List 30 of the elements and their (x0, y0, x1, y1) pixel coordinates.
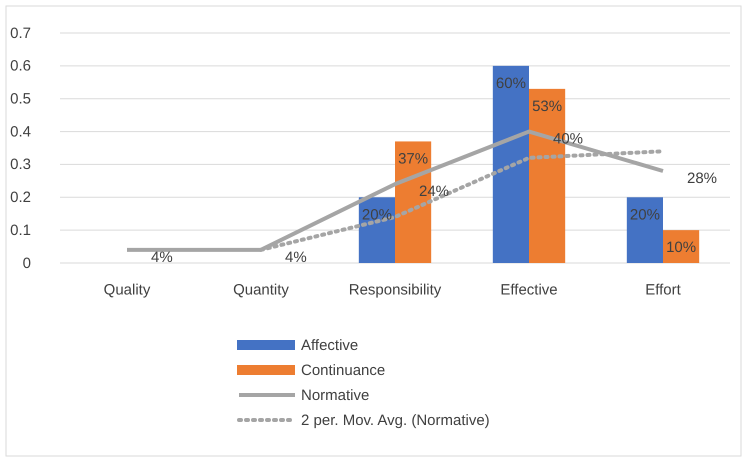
y-tick-label: 0 (22, 254, 31, 272)
y-tick-label: 0.2 (10, 189, 31, 206)
y-tick-label: 0.6 (10, 58, 31, 75)
y-tick-label: 0.4 (10, 123, 31, 140)
data-label: 4% (285, 248, 307, 266)
y-tick-label: 0.5 (10, 90, 31, 108)
x-tick-label: Effort (645, 282, 682, 298)
data-label: 40% (553, 130, 584, 148)
data-label: 10% (666, 239, 696, 256)
legend-label: Affective (301, 337, 358, 354)
x-tick-label: Responsibility (348, 282, 442, 298)
data-label: 28% (687, 170, 718, 187)
y-tick-label: 0.3 (10, 156, 31, 174)
data-label: 20% (630, 206, 660, 224)
data-label: 60% (496, 74, 526, 92)
data-label: 4% (151, 248, 173, 266)
data-label: 53% (532, 98, 562, 115)
legend-label: Continuance (301, 362, 386, 379)
x-tick-label: Quantity (233, 282, 290, 298)
y-tick-label: 0.1 (10, 222, 31, 239)
x-tick-label: Effective (500, 282, 558, 298)
y-tick-label: 0.7 (10, 24, 31, 42)
legend-label: Normative (301, 387, 370, 404)
line-series (125, 130, 665, 252)
legend-label: 2 per. Mov. Avg. (Normative) (301, 412, 490, 429)
bar (492, 66, 529, 263)
data-label: 37% (398, 150, 428, 168)
data-label: 20% (362, 206, 392, 224)
x-tick-label: Quality (104, 282, 151, 298)
bar (626, 197, 663, 263)
